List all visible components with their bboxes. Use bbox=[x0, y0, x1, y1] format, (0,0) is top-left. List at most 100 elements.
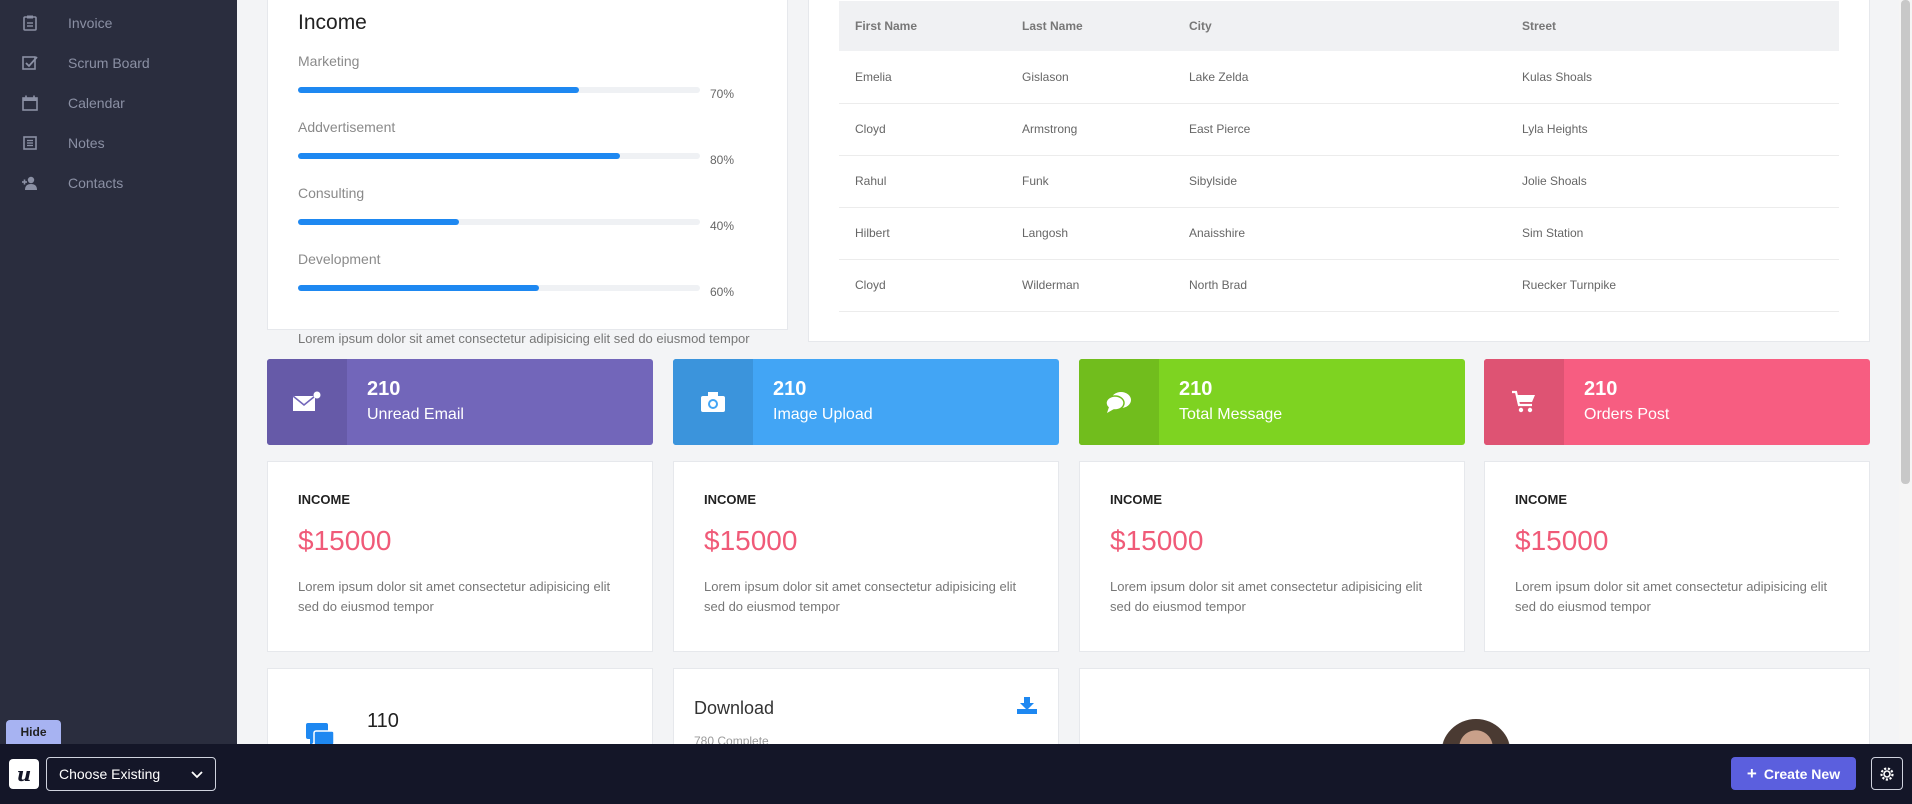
progress-bar bbox=[298, 219, 459, 225]
income-card-amount: $15000 bbox=[704, 525, 798, 556]
income-card-description: Lorem ipsum dolor sit amet consectetur a… bbox=[1110, 579, 1423, 614]
progress-item: Consulting 40% bbox=[298, 185, 757, 233]
create-new-button[interactable]: + Create New bbox=[1731, 757, 1856, 790]
income-card-heading: INCOME bbox=[1110, 492, 1162, 507]
progress-percent: 70% bbox=[710, 87, 735, 101]
income-progress-card: Income Marketing 70% Addvertisement 80% … bbox=[267, 0, 788, 346]
table-cell: Armstrong bbox=[1006, 103, 1173, 156]
income-card-amount: $15000 bbox=[1110, 525, 1204, 556]
table-cell: Kulas Shoals bbox=[1506, 51, 1839, 104]
sidebar-item-label: Calendar bbox=[68, 95, 125, 111]
table-cell: Emelia bbox=[839, 51, 1006, 104]
income-card: INCOME $15000 Lorem ipsum dolor sit amet… bbox=[267, 461, 653, 652]
table-cell: Hilbert bbox=[839, 207, 1006, 260]
download-title: Download bbox=[694, 698, 775, 718]
table-cell: Cloyd bbox=[839, 259, 1006, 312]
chat-icon bbox=[1079, 359, 1159, 445]
column-header[interactable]: First Name bbox=[839, 1, 1006, 51]
table-cell: Wilderman bbox=[1006, 259, 1173, 312]
stat-tile-image-upload[interactable]: 210 Image Upload bbox=[673, 359, 1059, 445]
contacts-icon bbox=[20, 173, 40, 193]
stat-label: Image Upload bbox=[773, 406, 873, 423]
progress-item: Addvertisement 80% bbox=[298, 119, 757, 167]
table-cell: Ruecker Turnpike bbox=[1506, 259, 1839, 312]
clipboard-icon bbox=[20, 13, 40, 33]
table-cell: Jolie Shoals bbox=[1506, 155, 1839, 208]
sidebar-list: Invoice Scrum Board Calendar Notes Conta… bbox=[0, 0, 237, 203]
progress-track bbox=[298, 153, 700, 159]
sidebar-item-contacts[interactable]: Contacts bbox=[0, 163, 237, 203]
income-card-heading: INCOME bbox=[298, 492, 350, 507]
progress-bar bbox=[298, 153, 620, 159]
contacts-table-card: First Name Last Name City Street Emelia … bbox=[808, 0, 1870, 342]
bottom-toolbar: u Choose Existing + Create New bbox=[0, 744, 1912, 804]
hide-button[interactable]: Hide bbox=[6, 720, 61, 744]
income-card: INCOME $15000 Lorem ipsum dolor sit amet… bbox=[1484, 461, 1870, 652]
income-card-heading: INCOME bbox=[1515, 492, 1567, 507]
sidebar-item-invoice[interactable]: Invoice bbox=[0, 3, 237, 43]
stat-label: Unread Email bbox=[367, 406, 464, 423]
table-row: Cloyd Armstrong East Pierce Lyla Heights bbox=[839, 103, 1839, 156]
income-card-description: Lorem ipsum dolor sit amet consectetur a… bbox=[298, 579, 611, 614]
message-stat-value: 110 bbox=[367, 710, 399, 732]
stat-value: 210 bbox=[1179, 378, 1213, 400]
stat-tile-unread-email[interactable]: 210 Unread Email bbox=[267, 359, 653, 445]
gear-icon[interactable] bbox=[1871, 757, 1903, 790]
sidebar-item-notes[interactable]: Notes bbox=[0, 123, 237, 163]
table-cell: Sim Station bbox=[1506, 207, 1839, 260]
table-cell: Anaisshire bbox=[1173, 207, 1506, 260]
stat-value: 210 bbox=[367, 378, 401, 400]
sidebar-item-label: Contacts bbox=[68, 175, 124, 191]
table-cell: East Pierce bbox=[1173, 103, 1506, 156]
calendar-icon bbox=[20, 93, 40, 113]
column-header[interactable]: Street bbox=[1506, 1, 1839, 51]
progress-percent: 40% bbox=[710, 219, 735, 233]
create-new-label: Create New bbox=[1763, 765, 1841, 782]
select-value: Choose Existing bbox=[59, 766, 161, 782]
download-icon[interactable] bbox=[1016, 697, 1038, 720]
sidebar-item-label: Scrum Board bbox=[68, 55, 150, 71]
column-header[interactable]: City bbox=[1173, 1, 1506, 51]
notes-icon bbox=[20, 133, 40, 153]
progress-bar bbox=[298, 285, 540, 291]
stat-label: Total Message bbox=[1179, 406, 1283, 423]
stat-tile-orders-post[interactable]: 210 Orders Post bbox=[1484, 359, 1870, 445]
income-card-amount: $15000 bbox=[1515, 525, 1609, 556]
sidebar-item-scrum-board[interactable]: Scrum Board bbox=[0, 43, 237, 83]
scrollbar-thumb[interactable] bbox=[1901, 0, 1910, 484]
table-row: Emelia Gislason Lake Zelda Kulas Shoals bbox=[839, 51, 1839, 104]
stat-value: 210 bbox=[1584, 378, 1618, 400]
plus-icon: + bbox=[1746, 764, 1757, 783]
table-cell: Sibylside bbox=[1173, 155, 1506, 208]
table-cell: Lyla Heights bbox=[1506, 103, 1839, 156]
income-card-description: Lorem ipsum dolor sit amet consectetur a… bbox=[1515, 579, 1828, 614]
stat-label: Orders Post bbox=[1584, 406, 1670, 423]
sidebar-item-label: Invoice bbox=[68, 15, 113, 31]
sidebar-item-calendar[interactable]: Calendar bbox=[0, 83, 237, 123]
column-header[interactable]: Last Name bbox=[1006, 1, 1173, 51]
income-card: INCOME $15000 Lorem ipsum dolor sit amet… bbox=[673, 461, 1059, 652]
table-cell: Langosh bbox=[1006, 207, 1173, 260]
progress-label: Development bbox=[298, 251, 381, 267]
progress-track bbox=[298, 285, 700, 291]
stat-tile-total-message[interactable]: 210 Total Message bbox=[1079, 359, 1465, 445]
table-cell: Cloyd bbox=[839, 103, 1006, 156]
progress-percent: 80% bbox=[710, 153, 735, 167]
table-cell: North Brad bbox=[1173, 259, 1506, 312]
contacts-table: First Name Last Name City Street Emelia … bbox=[839, 1, 1839, 312]
checkbox-icon bbox=[20, 53, 40, 73]
table-cell: Funk bbox=[1006, 155, 1173, 208]
sidebar-item-label: Notes bbox=[68, 135, 105, 151]
income-card-description: Lorem ipsum dolor sit amet consectetur a… bbox=[704, 579, 1017, 614]
table-cell: Rahul bbox=[839, 155, 1006, 208]
app-logo[interactable]: u bbox=[9, 759, 39, 789]
camera-icon bbox=[673, 359, 753, 445]
progress-item: Development 60% bbox=[298, 251, 757, 299]
progress-bar bbox=[298, 87, 580, 93]
table-cell: Lake Zelda bbox=[1173, 51, 1506, 104]
existing-select[interactable]: Choose Existing bbox=[46, 757, 216, 791]
progress-label: Marketing bbox=[298, 53, 360, 69]
cart-icon bbox=[1484, 359, 1564, 445]
chevron-down-icon bbox=[191, 766, 203, 782]
progress-label: Addvertisement bbox=[298, 119, 396, 135]
